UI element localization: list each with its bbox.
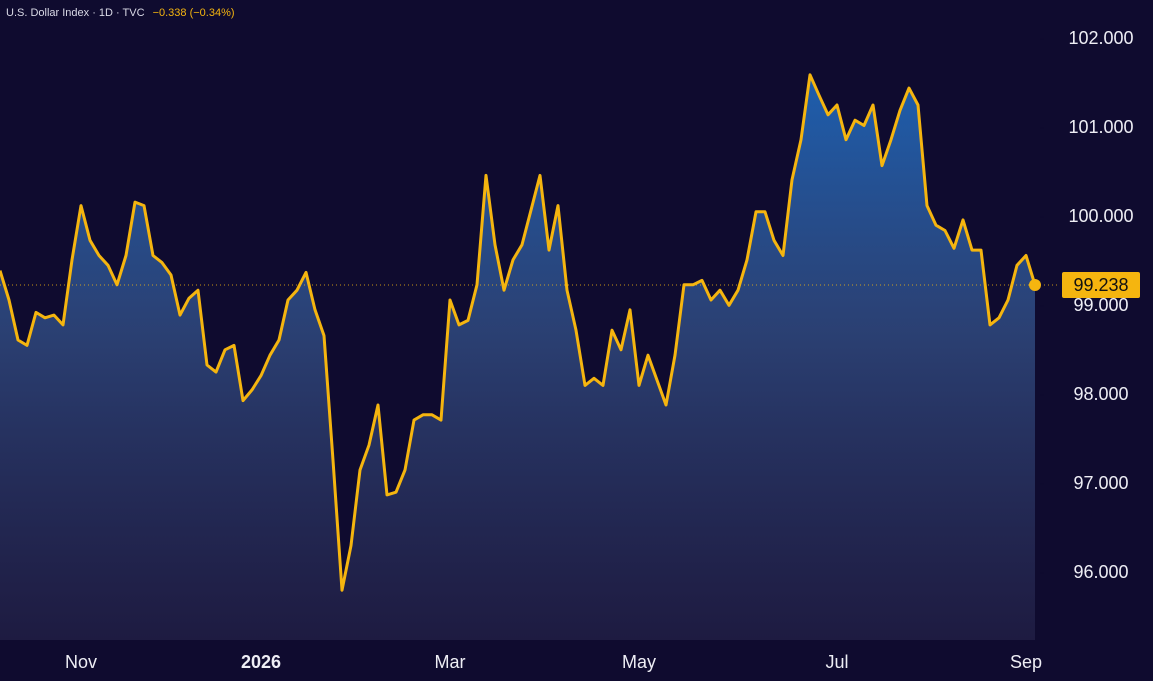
y-tick-label: 101.000 xyxy=(1068,117,1133,137)
change-label: −0.338 (−0.34%) xyxy=(153,7,235,19)
plot: 96.000 97.000 98.000 99.000 100.000 101.000 10… xyxy=(0,28,1140,672)
x-tick-label: Jul xyxy=(825,652,848,672)
y-tick-label: 97.000 xyxy=(1073,473,1128,493)
y-tick-label: 98.000 xyxy=(1073,384,1128,404)
last-point xyxy=(1029,279,1041,292)
area xyxy=(0,74,1035,641)
y-tick-label: 96.000 xyxy=(1073,562,1128,582)
y-tick-label: 102.000 xyxy=(1068,28,1133,48)
x-tick-label: 2026 xyxy=(241,652,281,672)
last-value-box xyxy=(1062,272,1140,299)
x-tick-label: May xyxy=(622,652,656,672)
line xyxy=(0,73,1037,592)
chart-title: U.S. Dollar Index · 1D · TVC xyxy=(6,7,145,19)
y-tick-label: 99.000 xyxy=(1073,295,1128,315)
x-tick-label: Mar xyxy=(435,652,466,672)
x-tick-label: Nov xyxy=(65,652,97,672)
y-tick-label: 100.000 xyxy=(1068,206,1133,226)
last-value-label: 99.238 xyxy=(1073,275,1128,295)
x-tick-label: Sep xyxy=(1010,652,1042,672)
